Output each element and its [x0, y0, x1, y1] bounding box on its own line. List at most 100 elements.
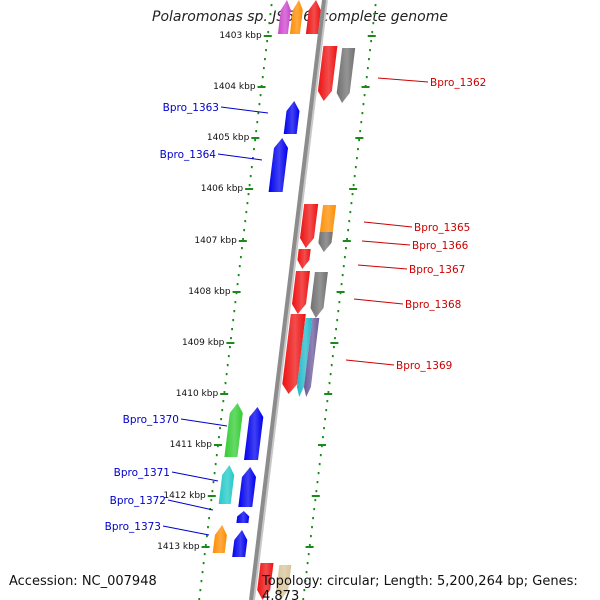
inner-track-dot — [213, 472, 216, 475]
inner-track-dot — [199, 589, 202, 592]
inner-track-dot — [246, 202, 249, 205]
outer-track-dot — [314, 499, 317, 502]
gene-label-bpro-1362: Bpro_1362 — [430, 77, 486, 89]
tick-label: 1411 kbp — [170, 440, 213, 450]
inner-track-dot — [218, 436, 220, 439]
outer-track-dot — [361, 112, 364, 115]
gene-label-bpro-1373: Bpro_1373 — [105, 521, 161, 533]
inner-track-dot — [267, 31, 270, 34]
outer-track-dot — [334, 337, 336, 340]
forward-gene-arrow — [297, 249, 311, 269]
gene-label-leader — [363, 221, 413, 228]
gene-label-leader — [357, 264, 408, 270]
forward-gene-arrow — [336, 48, 356, 103]
inner-track-dot — [206, 535, 208, 538]
gene-label-leader — [162, 525, 210, 536]
outer-track-dot — [317, 472, 320, 475]
forward-gene-arrow — [300, 204, 319, 248]
outer-track-dot — [341, 274, 344, 277]
outer-track-dot — [303, 589, 306, 592]
gene-label-leader — [377, 77, 429, 83]
inner-track-dot — [223, 391, 226, 394]
outer-track-dot — [370, 40, 373, 43]
inner-track-dot — [270, 4, 273, 7]
gene-labels: Bpro_1362 Bpro_1363 Bpro_1364 Bpro_1365 Bpro… — [105, 77, 486, 536]
outer-track-dot — [302, 598, 305, 600]
outer-track-dot — [322, 436, 324, 439]
reverse-gene-arrow — [218, 465, 235, 504]
outer-track-dot — [348, 220, 351, 223]
inner-track-dot — [233, 310, 236, 313]
inner-track-dot — [238, 265, 241, 268]
genome-summary-text: Topology: circular; Length: 5,200,264 bp… — [262, 574, 578, 600]
gene-label-leader — [345, 359, 395, 366]
outer-track-dot — [347, 229, 350, 232]
outer-track-dot — [353, 175, 356, 178]
outer-track-dot — [360, 121, 363, 124]
outer-track-dot — [335, 328, 337, 331]
gene-label-bpro-1365: Bpro_1365 — [414, 222, 470, 234]
outer-track-dot — [331, 355, 334, 358]
outer-track-dot — [368, 58, 370, 61]
inner-track-dot — [250, 166, 253, 169]
outer-track-dot — [351, 193, 354, 196]
inner-track-dot — [244, 220, 247, 223]
outer-track-dot — [315, 490, 318, 493]
outer-track-dot — [307, 553, 310, 556]
gene-label-leader — [353, 298, 404, 305]
outer-track-dot — [312, 517, 314, 520]
outer-track-dot — [327, 391, 330, 394]
outer-track-dot — [349, 211, 352, 214]
outer-track-dot — [366, 67, 369, 70]
outer-track-dot — [316, 481, 319, 484]
inner-track-dot — [204, 544, 207, 547]
inner-track-dot — [201, 571, 204, 574]
outer-track-dot — [318, 463, 321, 466]
gene-label-leader — [180, 418, 228, 427]
inner-track-dot — [222, 400, 225, 403]
outer-track-dot — [340, 283, 343, 286]
tick-label: 1403 kbp — [219, 31, 262, 41]
accession-text: Accession: NC_007948 — [9, 574, 157, 589]
tick-label: 1406 kbp — [201, 184, 244, 194]
inner-track-dot — [207, 526, 209, 529]
gene-label-bpro-1370: Bpro_1370 — [123, 414, 179, 426]
gene-label-bpro-1364: Bpro_1364 — [160, 149, 217, 161]
inner-track-dot — [265, 49, 267, 52]
outer-track-dot — [372, 22, 375, 25]
inner-track-dot — [257, 112, 260, 115]
outer-track-dot — [310, 535, 312, 538]
inner-track-dot — [242, 238, 244, 241]
inner-track-dot — [219, 427, 221, 430]
reverse-gene-arrow — [224, 403, 243, 457]
inner-track-dot — [249, 175, 252, 178]
outer-track-dot — [324, 418, 327, 421]
outer-track-dot — [339, 292, 342, 295]
inner-track-dot — [258, 103, 261, 106]
outer-track-dot — [363, 94, 366, 97]
outer-track-dot — [365, 76, 368, 79]
inner-track-dot — [210, 499, 213, 502]
inner-track-dot — [198, 598, 201, 600]
inner-track-dot — [262, 67, 265, 70]
reverse-gene-arrow — [238, 467, 256, 507]
inner-track-dot — [251, 157, 254, 160]
outer-track-dot — [329, 373, 332, 376]
outer-track-dot — [338, 301, 341, 304]
gene-label-bpro-1363: Bpro_1363 — [163, 102, 219, 114]
inner-track-dot — [264, 58, 266, 61]
tick-label: 1408 kbp — [188, 287, 231, 297]
inner-track-dot — [253, 148, 255, 151]
outer-track-dot — [333, 346, 335, 349]
forward-gene-arrow — [276, 565, 292, 600]
inner-track-dot — [261, 76, 264, 79]
outer-track-dot — [320, 445, 323, 448]
tick-label: 1413 kbp — [157, 542, 200, 552]
outer-track-dot — [355, 157, 358, 160]
inner-track-dot — [208, 517, 210, 520]
inner-track-dot — [215, 454, 218, 457]
inner-track-dot — [232, 319, 235, 322]
outer-track-dot — [374, 4, 377, 7]
inner-track-dot — [202, 562, 205, 565]
